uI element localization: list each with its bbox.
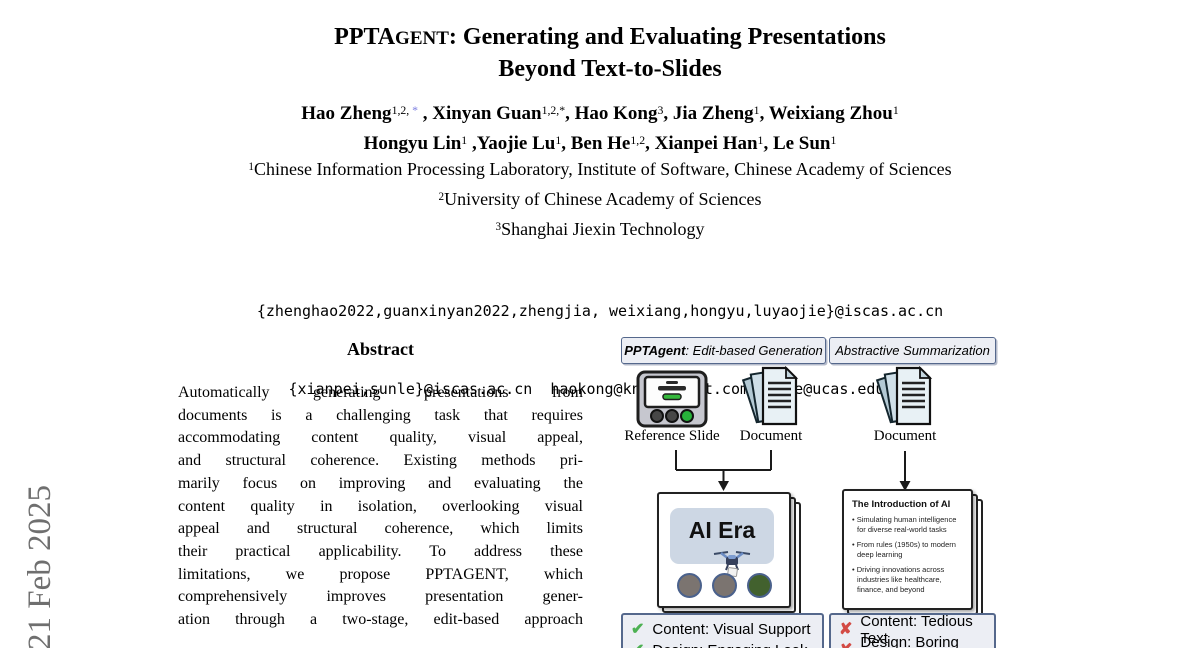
intro-card-bullet: Driving innovations across industries li… bbox=[852, 565, 965, 595]
abstract-heading: Abstract bbox=[347, 339, 414, 359]
verdict-icon: ✘ bbox=[839, 620, 853, 638]
authors-line-1: Hao Zheng1,2, * , Xinyan Guan1,2,*, Hao … bbox=[301, 103, 899, 124]
slide-title: AI Era bbox=[688, 517, 756, 543]
affiliation-line: 3Shanghai Jiexin Technology bbox=[495, 219, 705, 239]
verdict-text: Design: Engaging Look bbox=[652, 642, 807, 648]
document-icon-left bbox=[741, 366, 799, 426]
verdict-icon: ✘ bbox=[839, 642, 852, 648]
slide-dot-green bbox=[746, 573, 772, 598]
ai-era-slide: AI Era bbox=[657, 492, 791, 608]
slide-dot-gray bbox=[676, 573, 702, 598]
slide-dot-gray bbox=[711, 573, 737, 598]
intro-card-bullets: Simulating human intelligence for divers… bbox=[852, 515, 965, 595]
verdict-row: ✔ Content: Visual Support bbox=[631, 619, 814, 640]
abstract-line: Automatically generating presentations f… bbox=[178, 384, 583, 401]
intro-card-bullet: Simulating human intelligence for divers… bbox=[852, 515, 965, 535]
verdict-text: Content: Visual Support bbox=[652, 621, 811, 638]
verdict-box-summarization: ✘ Content: Tedious Text ✘ Design: Boring… bbox=[829, 613, 996, 648]
abstract-line: marily focus on improving and evaluating… bbox=[178, 474, 583, 492]
verdict-row: ✘ Content: Tedious Text bbox=[839, 613, 986, 647]
intro-card-bullet: From rules (1950s) to modern deep learni… bbox=[852, 540, 965, 560]
intro-card-stack: The Introduction of AI Simulating human … bbox=[842, 489, 983, 620]
abstract-line: content quality in isolation, overlookin… bbox=[178, 497, 583, 515]
abstract-paragraph: Automatically generating presentations f… bbox=[178, 382, 583, 632]
paper-title: PPTAGENT: Generating and Evaluating Pres… bbox=[100, 22, 1120, 85]
verdict-text: Design: Boring layout bbox=[860, 633, 959, 648]
abstract-line: and structural coherence. Existing metho… bbox=[178, 452, 583, 470]
document-label-right: Document bbox=[873, 428, 937, 444]
email-block: {zhenghao2022,guanxinyan2022,zhengjia, w… bbox=[90, 246, 1110, 454]
verdict-row: ✔ Design: Engaging Look bbox=[631, 640, 814, 648]
badge-pptagent-generation: PPTAgent: Edit-based Generation bbox=[621, 337, 826, 364]
reference-slide-icon bbox=[636, 370, 708, 428]
reference-slide-label: Reference Slide bbox=[624, 428, 720, 444]
abstract-line: their practical applicability. To addres… bbox=[178, 542, 583, 560]
verdict-row: ✘ Design: Boring layout bbox=[839, 634, 986, 648]
abstract-line: accommodating content quality, visual ap… bbox=[178, 429, 583, 447]
abstract-line: limitations, we propose PPTAGENT, which bbox=[178, 565, 583, 583]
document-icon-right bbox=[875, 366, 933, 426]
email-line-1: {zhenghao2022,guanxinyan2022,zhengjia, w… bbox=[256, 302, 944, 320]
ai-era-slide-stack: AI Era bbox=[657, 492, 801, 618]
document-label-left: Document bbox=[739, 428, 803, 444]
abstract-line: appeal and structural coherence, which l… bbox=[178, 520, 583, 538]
affiliation-line: 1Chinese Information Processing Laborato… bbox=[248, 159, 952, 179]
connector-arrows bbox=[675, 450, 911, 491]
abstract-line: comprehensively improves presentation ge… bbox=[178, 588, 583, 606]
author-block: Hao Zheng1,2, * , Xinyan Guan1,2,*, Hao … bbox=[90, 100, 1110, 160]
arxiv-date-text: 21 Feb 2025 bbox=[22, 485, 58, 648]
affiliation-line: 2University of Chinese Academy of Scienc… bbox=[438, 189, 762, 209]
affiliation-block: 1Chinese Information Processing Laborato… bbox=[50, 156, 1150, 246]
title-line-1: PPTAGENT: Generating and Evaluating Pres… bbox=[334, 24, 886, 50]
verdict-box-edit-based: ✔ Content: Visual Support ✔ Design: Enga… bbox=[621, 613, 824, 648]
abstract-line: ation through a two-stage, edit-based ap… bbox=[178, 611, 583, 629]
verdict-text: Content: Tedious Text bbox=[860, 612, 973, 647]
intro-card-title: The Introduction of AI bbox=[852, 499, 951, 510]
verdict-icon: ✔ bbox=[631, 620, 645, 638]
abstract-line: documents is a challenging task that req… bbox=[178, 406, 583, 424]
intro-card: The Introduction of AI Simulating human … bbox=[842, 489, 973, 610]
slide-dots bbox=[659, 573, 789, 598]
authors-line-2: Hongyu Lin1 ,Yaojie Lu1, Ben He1,2, Xian… bbox=[363, 133, 837, 154]
badge-abstractive-summarization: Abstractive Summarization bbox=[829, 337, 996, 364]
verdict-icon: ✔ bbox=[631, 642, 644, 648]
drone-icon bbox=[713, 551, 751, 578]
title-line-2: Beyond Text-to-Slides bbox=[498, 56, 722, 82]
